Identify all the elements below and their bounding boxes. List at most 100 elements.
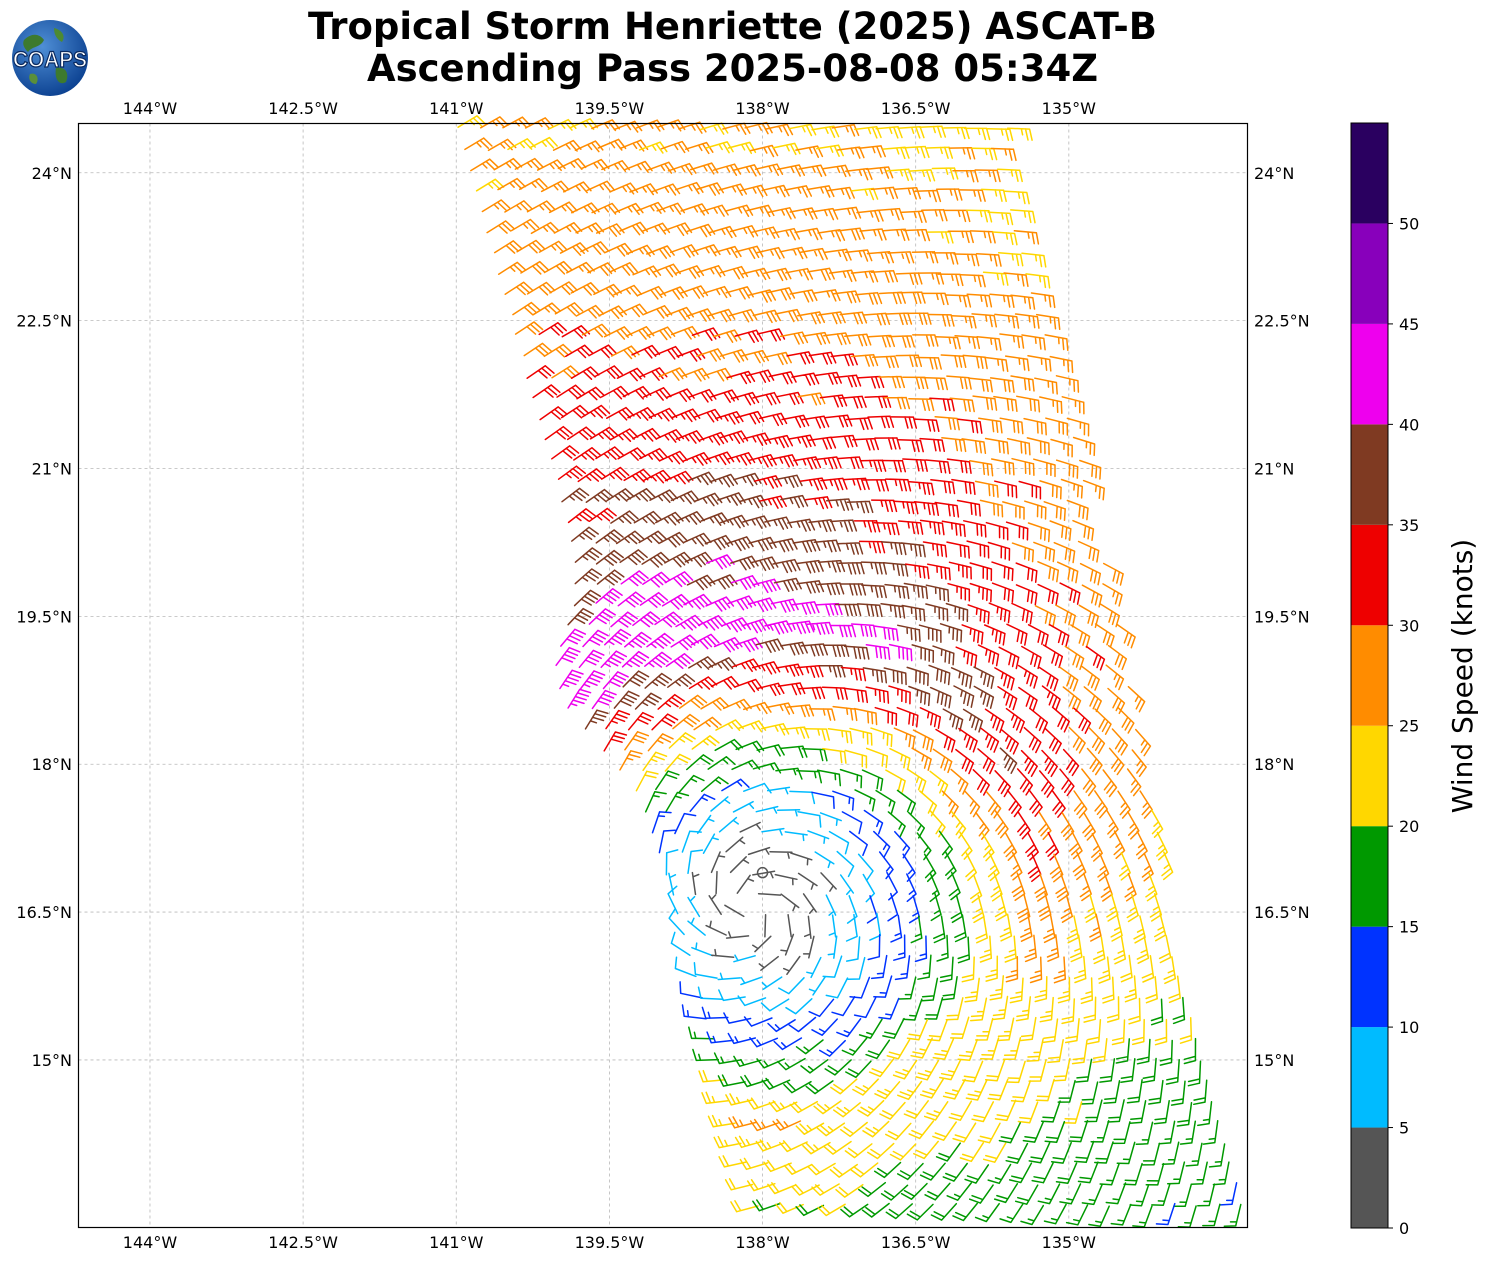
wind-barb bbox=[1050, 1141, 1072, 1164]
wind-barb bbox=[942, 1162, 968, 1182]
wind-barb bbox=[697, 615, 727, 631]
wind-barb bbox=[843, 645, 870, 660]
wind-barb bbox=[850, 623, 877, 638]
colorbar-tick-label: 50 bbox=[1399, 214, 1419, 233]
wind-barb bbox=[567, 607, 595, 626]
wind-barb bbox=[732, 800, 755, 813]
wind-barb bbox=[721, 778, 750, 792]
wind-barb bbox=[1118, 851, 1131, 881]
wind-barb bbox=[839, 311, 868, 325]
wind-barb bbox=[950, 314, 977, 329]
wind-barb bbox=[774, 474, 803, 488]
wind-barb bbox=[946, 375, 972, 390]
wind-barb bbox=[639, 591, 669, 608]
wind-barb bbox=[1020, 1016, 1037, 1042]
wind-barb bbox=[734, 637, 763, 653]
wind-barb bbox=[1108, 747, 1125, 776]
wind-barb bbox=[725, 536, 754, 552]
wind-barb bbox=[1154, 1018, 1168, 1046]
wind-barb bbox=[733, 954, 756, 963]
wind-barb bbox=[854, 291, 883, 305]
wind-barb bbox=[1027, 354, 1052, 372]
wind-barb bbox=[874, 437, 901, 450]
colorbar-label-wrap bbox=[1436, 500, 1476, 856]
wind-barb bbox=[719, 265, 749, 280]
wind-barb bbox=[746, 204, 775, 218]
wind-barb bbox=[934, 416, 960, 431]
wind-barb bbox=[927, 1019, 948, 1042]
wind-barb bbox=[1071, 1039, 1088, 1065]
wind-barb bbox=[912, 729, 934, 753]
wind-barb bbox=[1086, 1018, 1102, 1045]
wind-barb bbox=[862, 312, 891, 326]
wind-barb bbox=[626, 488, 656, 502]
title-line-1: Tropical Storm Henriette (2025) ASCAT-B bbox=[308, 5, 1157, 48]
wind-barb bbox=[836, 146, 865, 159]
wind-barb bbox=[486, 220, 515, 234]
wind-barb bbox=[559, 669, 584, 690]
wind-barb bbox=[789, 207, 818, 220]
lat-tick-label-right: 15°N bbox=[1254, 1051, 1294, 1070]
wind-barb bbox=[876, 207, 905, 221]
wind-barb bbox=[977, 644, 1000, 667]
lon-tick-label-bottom: 138°W bbox=[735, 1233, 790, 1252]
wind-barb bbox=[887, 251, 915, 264]
wind-barb bbox=[775, 391, 804, 406]
wind-barb bbox=[766, 287, 796, 301]
wind-barb bbox=[526, 281, 556, 296]
wind-barb bbox=[1080, 1081, 1099, 1105]
wind-barb bbox=[751, 661, 781, 675]
wind-barb bbox=[659, 531, 688, 548]
wind-barb bbox=[585, 488, 614, 503]
wind-barb bbox=[1055, 459, 1079, 479]
wind-barb bbox=[600, 650, 628, 669]
wind-barb bbox=[1135, 1121, 1154, 1146]
wind-barb bbox=[595, 446, 624, 460]
wind-barb bbox=[792, 539, 821, 553]
wind-barb bbox=[560, 404, 590, 419]
wind-barb bbox=[1041, 749, 1058, 778]
wind-barb bbox=[1111, 1019, 1126, 1046]
wind-barb bbox=[718, 989, 746, 1002]
wind-barb bbox=[1017, 811, 1031, 840]
wind-barb bbox=[845, 936, 861, 962]
wind-barb bbox=[625, 326, 655, 340]
wind-barb bbox=[555, 646, 581, 667]
wind-barb bbox=[836, 1018, 862, 1038]
wind-barb bbox=[984, 1059, 1006, 1082]
wind-barb bbox=[880, 541, 907, 556]
wind-barb bbox=[675, 265, 705, 279]
wind-barb bbox=[532, 384, 561, 399]
wind-barb bbox=[557, 465, 587, 480]
wind-barb bbox=[674, 956, 697, 978]
wind-barb bbox=[1094, 790, 1108, 819]
wind-barb bbox=[559, 242, 589, 256]
colorbar-tick-label: 5 bbox=[1399, 1119, 1409, 1138]
wind-barb bbox=[963, 127, 991, 141]
wind-barb bbox=[1014, 1184, 1039, 1205]
wind-barb bbox=[797, 311, 826, 325]
wind-barb bbox=[887, 892, 899, 922]
wind-barb bbox=[873, 1161, 902, 1179]
wind-barb bbox=[624, 631, 652, 648]
wind-barb bbox=[799, 477, 828, 491]
wind-barb bbox=[893, 727, 916, 749]
wind-barb bbox=[1010, 851, 1023, 881]
wind-barb bbox=[942, 1078, 966, 1100]
wind-barb bbox=[656, 202, 686, 215]
wind-barb bbox=[845, 913, 858, 942]
wind-barb bbox=[999, 1203, 1024, 1224]
wind-barb bbox=[1027, 624, 1049, 647]
wind-barb bbox=[862, 1120, 890, 1138]
wind-barb bbox=[665, 849, 679, 876]
wind-barb bbox=[543, 343, 573, 358]
wind-barb bbox=[793, 456, 822, 470]
wind-barb bbox=[913, 418, 940, 433]
wind-barb bbox=[638, 141, 668, 154]
wind-barb bbox=[870, 186, 899, 200]
wind-barb bbox=[861, 584, 887, 599]
wind-barb bbox=[945, 602, 969, 623]
wind-barb bbox=[641, 551, 670, 568]
wind-barb bbox=[1029, 707, 1049, 734]
wind-barb bbox=[1131, 749, 1147, 778]
